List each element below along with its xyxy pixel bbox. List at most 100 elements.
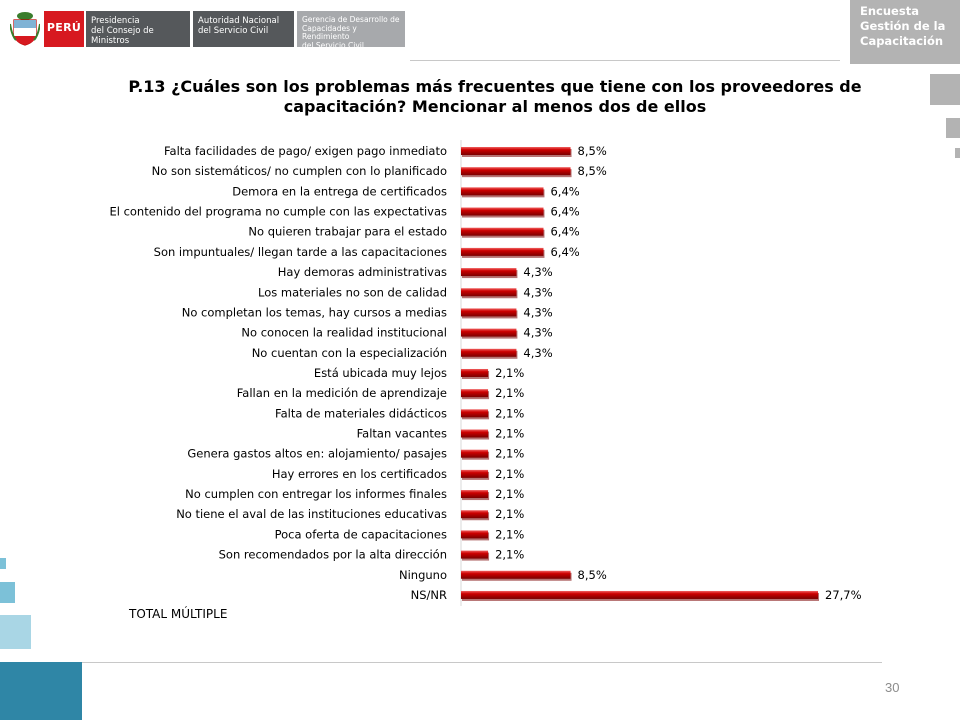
peru-logo: PERÚ — [44, 11, 84, 47]
org-gerencia-line3: del Servicio Civil — [302, 40, 364, 50]
category-label: No completan los temas, hay cursos a med… — [182, 305, 447, 319]
category-label: No tiene el aval de las instituciones ed… — [176, 507, 447, 521]
bar — [461, 530, 489, 539]
bar — [461, 227, 544, 236]
category-label: Fallan en la medición de aprendizaje — [237, 386, 447, 400]
survey-badge-line3: Capacitación — [860, 34, 944, 48]
chart-title: P.13 ¿Cuáles son los problemas más frecu… — [128, 77, 862, 116]
decor-square-gray-1 — [930, 74, 960, 105]
bar — [461, 429, 489, 438]
bar — [461, 570, 571, 579]
survey-badge-line2: Gestión de la — [860, 19, 946, 33]
bar — [461, 288, 517, 297]
category-label: NS/NR — [411, 588, 447, 602]
bar — [461, 449, 489, 458]
bar-series: Falta facilidades de pago/ exigen pago i… — [109, 144, 861, 602]
bar — [461, 328, 517, 337]
decor-square-blue-1 — [0, 558, 6, 569]
value-label: 8,5% — [578, 164, 607, 178]
category-label: Son impuntuales/ llegan tarde a las capa… — [154, 245, 447, 259]
org-gerencia-logo: Gerencia de Desarrollo de Capacidades y … — [297, 11, 405, 49]
footer-divider — [82, 662, 882, 663]
org-servir-line1: Autoridad Nacional — [198, 16, 280, 26]
category-label: Los materiales no son de calidad — [258, 285, 447, 299]
value-label: 6,4% — [550, 184, 579, 198]
org-servir-logo: Autoridad Nacional del Servicio Civil — [193, 11, 294, 47]
decor-square-gray-2 — [946, 118, 960, 138]
category-label: Ninguno — [399, 568, 447, 582]
category-label: Son recomendados por la alta dirección — [219, 548, 447, 562]
bar — [461, 247, 544, 256]
footer-band — [0, 662, 82, 720]
value-label: 2,1% — [495, 507, 524, 521]
value-label: 2,1% — [495, 487, 524, 501]
bar — [461, 469, 489, 478]
org-servir-line2: del Servicio Civil — [198, 26, 269, 36]
category-label: Hay demoras administrativas — [278, 265, 447, 279]
category-label: Falta de materiales didácticos — [275, 406, 447, 420]
value-label: 2,1% — [495, 548, 524, 562]
value-label: 2,1% — [495, 386, 524, 400]
value-label: 2,1% — [495, 366, 524, 380]
bar — [461, 409, 489, 418]
value-label: 4,3% — [523, 326, 552, 340]
bar — [461, 389, 489, 398]
category-label: No conocen la realidad institucional — [241, 326, 447, 340]
category-label: Demora en la entrega de certificados — [232, 184, 447, 198]
category-label: Poca oferta de capacitaciones — [275, 527, 447, 541]
peru-logo-text: PERÚ — [46, 21, 82, 34]
bar — [461, 187, 544, 196]
category-label: No cumplen con entregar los informes fin… — [185, 487, 447, 501]
value-label: 2,1% — [495, 447, 524, 461]
bar — [461, 308, 517, 317]
org-pcm-line2: del Consejo de Ministros — [91, 26, 154, 46]
value-label: 4,3% — [523, 265, 552, 279]
org-pcm-line1: Presidencia — [91, 16, 140, 26]
bar — [461, 348, 517, 357]
page-number: 30 — [885, 680, 900, 695]
category-label: El contenido del programa no cumple con … — [109, 205, 447, 219]
total-multiple-label: TOTAL MÚLTIPLE — [129, 607, 228, 621]
decor-square-blue-2 — [0, 582, 15, 603]
value-label: 2,1% — [495, 527, 524, 541]
header-logo-band: PERÚ Presidencia del Consejo de Ministro… — [0, 0, 410, 58]
survey-badge: Encuesta Gestión de la Capacitación — [850, 0, 960, 64]
category-label: Faltan vacantes — [357, 427, 447, 441]
bar — [461, 510, 489, 519]
bar — [461, 590, 818, 599]
value-label: 6,4% — [550, 225, 579, 239]
category-label: No cuentan con la especialización — [252, 346, 447, 360]
value-label: 6,4% — [550, 245, 579, 259]
bar — [461, 368, 489, 377]
category-label: No son sistemáticos/ no cumplen con lo p… — [152, 164, 447, 178]
category-label: Hay errores en los certificados — [272, 467, 447, 481]
value-label: 8,5% — [578, 144, 607, 158]
category-label: Está ubicada muy lejos — [314, 366, 447, 380]
decor-square-blue-3 — [0, 615, 31, 649]
decor-square-gray-3 — [955, 148, 960, 158]
org-gerencia-line1: Gerencia de Desarrollo de — [302, 15, 400, 24]
value-label: 27,7% — [825, 588, 862, 602]
bar — [461, 147, 571, 155]
value-label: 2,1% — [495, 467, 524, 481]
survey-badge-line1: Encuesta — [860, 4, 919, 18]
bar — [461, 167, 571, 176]
header-divider — [410, 60, 840, 61]
bar — [461, 268, 517, 277]
category-label: Genera gastos altos en: alojamiento/ pas… — [187, 447, 447, 461]
coat-of-arms-icon — [10, 12, 40, 46]
value-label: 2,1% — [495, 406, 524, 420]
org-gerencia-line2: Capacidades y Rendimiento — [302, 23, 357, 41]
value-label: 4,3% — [523, 346, 552, 360]
value-label: 8,5% — [578, 568, 607, 582]
bar — [461, 207, 544, 216]
bar — [461, 490, 489, 499]
bar — [461, 550, 489, 559]
value-label: 2,1% — [495, 427, 524, 441]
category-label: No quieren trabajar para el estado — [248, 225, 447, 239]
category-label: Falta facilidades de pago/ exigen pago i… — [164, 144, 447, 158]
value-label: 6,4% — [550, 205, 579, 219]
org-pcm-logo: Presidencia del Consejo de Ministros — [86, 11, 190, 47]
value-label: 4,3% — [523, 305, 552, 319]
